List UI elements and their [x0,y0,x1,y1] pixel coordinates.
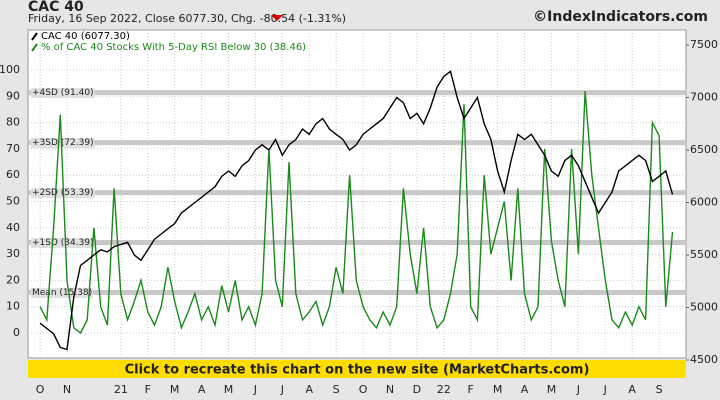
x-tick-label: J [603,383,607,396]
subtitle: Friday, 16 Sep 2022, Close 6077.30, Chg.… [28,12,346,25]
x-tick-label: S [656,383,663,396]
series-line [39,70,674,351]
x-tick-label: J [280,383,284,396]
chart-title: CAC 40 [28,0,84,15]
x-tick-label: M [547,383,557,396]
x-tick-label: A [305,383,313,396]
x-tick-label: D [413,383,421,396]
band-label: +1SD (34.39) [32,238,94,248]
x-tick-label: A [521,383,529,396]
y-tick-label: 90 [6,89,20,102]
y2-tick-label: 6500 [690,143,718,156]
x-tick-label: A [198,383,206,396]
legend-swatch [31,43,38,52]
x-tick-label: M [170,383,180,396]
legend-label: % of CAC 40 Stocks With 5-Day RSI Below … [41,42,306,53]
x-tick-label: S [333,383,340,396]
y-tick-label: 60 [6,168,20,181]
y-tick-label: 20 [6,273,20,286]
band-label-bg [31,238,95,249]
band-label: Mean (15.38) [32,288,92,298]
y2-tick-label: 6000 [690,196,718,209]
banner-text[interactable]: Click to recreate this chart on the new … [125,363,590,378]
y2-tick-label: 4500 [690,353,718,366]
y-tick-label: 80 [6,116,20,129]
y2-tick-label: 7000 [690,91,718,104]
source: ©IndexIndicators.com [533,9,708,25]
x-tick-label: O [359,383,368,396]
x-tick-label: 21 [114,383,128,396]
x-tick-label: M [493,383,503,396]
series-line [39,90,674,335]
x-tick-label: J [253,383,257,396]
y-tick-label: 40 [6,221,20,234]
y2-tick-label: 7500 [690,38,718,51]
band-label-bg [31,288,94,299]
y-tick-label: 100 [0,63,20,76]
x-tick-label: N [63,383,71,396]
x-tick-label: N [386,383,394,396]
band-label: +4SD (91.40) [32,88,94,98]
x-tick-label: O [36,383,45,396]
x-tick-label: M [224,383,234,396]
y2-tick-label: 5500 [690,248,718,261]
banner-bg[interactable] [28,360,686,378]
legend-swatch [31,32,38,41]
band-label: +3SD (72.39) [32,138,94,148]
y-tick-label: 70 [6,142,20,155]
y-tick-label: 50 [6,194,20,207]
banner-link[interactable]: Click to recreate this chart on the new … [28,360,686,378]
x-tick-label: F [145,383,151,396]
band-label-bg [31,138,95,149]
x-tick-label: A [628,383,636,396]
x-tick-label: 22 [437,383,451,396]
legend-label: CAC 40 (6077.30) [41,31,130,42]
x-tick-label: J [576,383,580,396]
y-tick-label: 0 [13,326,20,339]
y-tick-label: 30 [6,247,20,260]
x-tick-label: F [468,383,474,396]
band-label-bg [31,88,95,99]
down-arrow [271,15,283,21]
y2-tick-label: 5000 [690,300,718,313]
y-tick-label: 10 [6,300,20,313]
